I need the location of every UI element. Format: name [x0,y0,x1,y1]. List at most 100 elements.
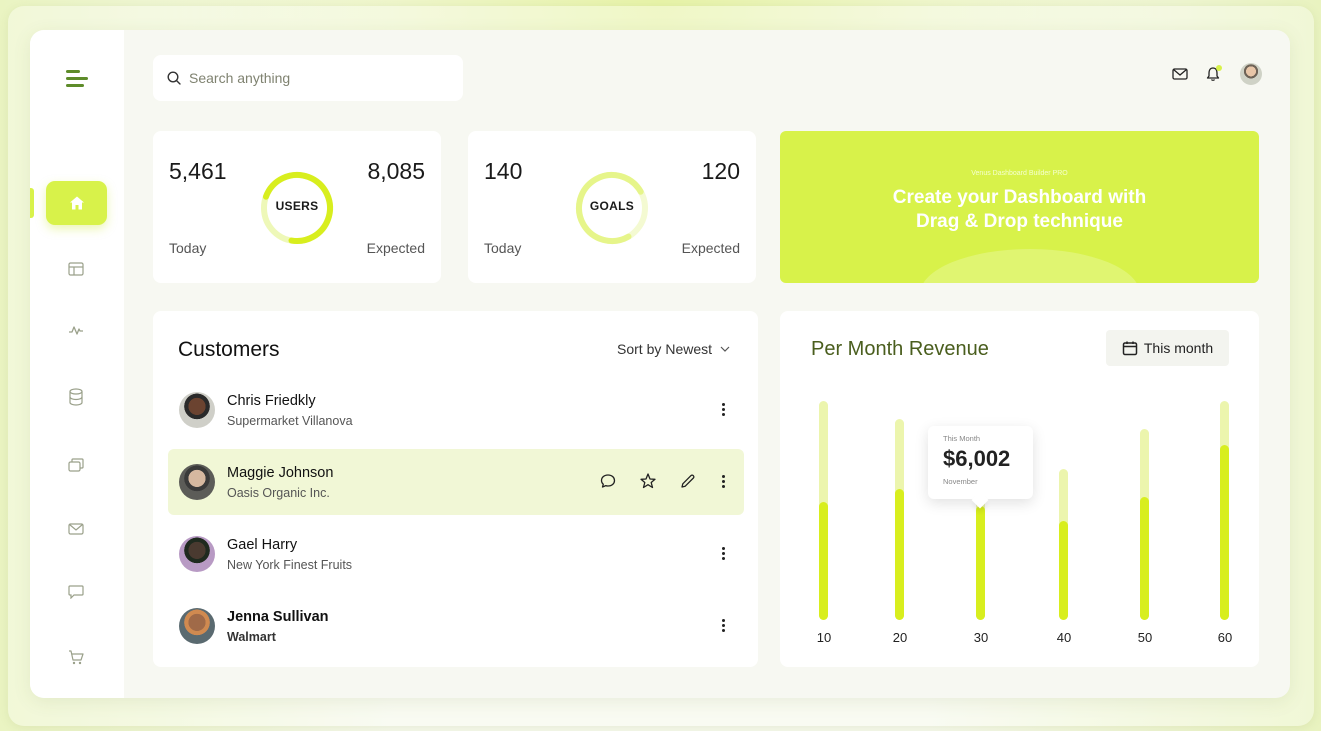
users-expected-value: 8,085 [367,158,425,184]
more-options-button[interactable] [716,471,730,491]
users-ring-label: USERS [275,199,319,213]
bar[interactable] [1140,497,1149,620]
goals-today-label: Today [484,240,522,256]
sidebar-item-chat[interactable] [66,582,86,602]
header-actions [1157,63,1262,85]
sidebar-item-layout[interactable] [66,259,86,279]
sidebar [30,30,124,698]
customers-title: Customers [178,338,280,361]
chevron-down-icon [720,346,730,352]
sort-value: Newest [665,341,713,357]
x-tick-label: 40 [1056,630,1072,645]
home-icon [69,196,84,210]
tooltip-value: $6,002 [943,446,1011,471]
more-options-button[interactable] [716,543,730,563]
users-stat-card: 5,461 8,085 USERS Today Expected [153,131,441,283]
promo-banner[interactable]: Venus Dashboard Builder PRO Create your … [780,131,1259,283]
promo-subtitle: Venus Dashboard Builder PRO [971,170,1068,177]
nav-active-marker [30,188,34,218]
bar[interactable] [895,488,904,620]
goals-stat-card: 140 120 GOALS Today Expected [468,131,756,283]
goals-ring-label: GOALS [589,199,635,213]
promo-title-line-2: Drag & Drop technique [916,211,1123,232]
customer-name: Chris Friedkly [227,393,316,409]
search-icon [167,71,181,85]
customer-name: Gael Harry [227,537,298,553]
customer-row[interactable]: Gael Harry New York Finest Fruits [168,521,744,587]
goals-today-value: 140 [484,158,523,184]
sort-dropdown[interactable]: Sort by Newest [617,341,730,357]
sidebar-item-copy[interactable] [66,455,86,475]
search-input[interactable] [189,70,449,86]
promo-title-line-1: Create your Dashboard with [892,187,1147,208]
bar[interactable] [1220,444,1229,620]
customer-company: New York Finest Fruits [227,558,353,572]
tooltip-label: This Month [943,434,981,443]
users-expected-label: Expected [366,240,425,256]
copy-icon [68,458,84,472]
bar[interactable] [819,501,828,620]
sidebar-item-home[interactable] [46,181,107,225]
customer-name: Maggie Johnson [227,465,334,481]
goals-expected-value: 120 [701,158,740,184]
dashboard-app: 5,461 8,085 USERS Today Expected 140 120… [30,30,1290,698]
sort-prefix: Sort by [617,341,662,357]
users-today-label: Today [169,240,207,256]
layout-icon [68,262,84,276]
envelope-icon [1172,68,1188,80]
customer-avatar [179,392,215,428]
this-month-button[interactable]: This month [1106,330,1229,366]
more-options-button[interactable] [716,615,730,635]
menu-icon[interactable] [66,70,88,88]
customer-row[interactable]: Jenna Sullivan Walmart [168,593,744,659]
notification-dot [1216,65,1222,71]
sidebar-item-activity[interactable] [66,320,86,340]
users-progress-ring [261,172,333,244]
messages-button[interactable] [1170,64,1190,84]
x-tick-label: 20 [892,630,908,645]
bell-icon [1206,67,1220,81]
main-content: 5,461 8,085 USERS Today Expected 140 120… [124,30,1290,698]
sidebar-item-cart[interactable] [66,647,86,667]
revenue-title: Per Month Revenue [811,338,989,360]
goals-expected-label: Expected [681,240,740,256]
x-tick-label: 30 [973,630,989,645]
calendar-icon [1122,341,1138,356]
mail-icon [68,523,84,535]
x-tick-label: 10 [816,630,832,645]
this-month-label: This month [1143,340,1214,356]
edit-icon[interactable] [679,472,697,490]
goals-progress-ring [576,172,648,244]
customer-avatar [179,536,215,572]
chat-icon [68,585,84,599]
bar[interactable] [976,506,985,620]
revenue-card: Per Month Revenue This month 10 20 30 40 50 6… [780,311,1259,667]
users-today-value: 5,461 [169,158,227,184]
sidebar-item-mail[interactable] [66,519,86,539]
sidebar-item-database[interactable] [66,387,86,407]
more-options-button[interactable] [716,399,730,419]
comment-icon[interactable] [599,472,617,490]
customer-company: Oasis Organic Inc. [227,486,330,500]
notifications-button[interactable] [1203,64,1223,84]
activity-icon [69,326,83,335]
tooltip-month: November [943,477,978,486]
bar[interactable] [1059,521,1068,620]
x-tick-label: 60 [1217,630,1233,645]
customer-row[interactable]: Chris Friedkly Supermarket Villanova [168,377,744,443]
customer-company: Walmart [227,630,276,644]
customer-avatar [179,608,215,644]
customer-name: Jenna Sullivan [227,609,329,625]
user-avatar[interactable] [1240,63,1262,85]
customer-avatar [179,464,215,500]
customer-company: Supermarket Villanova [227,414,353,428]
star-icon[interactable] [639,472,657,490]
search-bar [153,55,463,101]
promo-decoration [920,249,1140,283]
x-tick-label: 50 [1137,630,1153,645]
cart-icon [69,649,84,664]
customers-card: Customers Sort by Newest Chris Friedkly … [153,311,758,667]
database-icon [69,388,83,406]
revenue-tooltip: This Month $6,002 November [928,426,1033,499]
customer-row-selected[interactable]: Maggie Johnson Oasis Organic Inc. [168,449,744,515]
